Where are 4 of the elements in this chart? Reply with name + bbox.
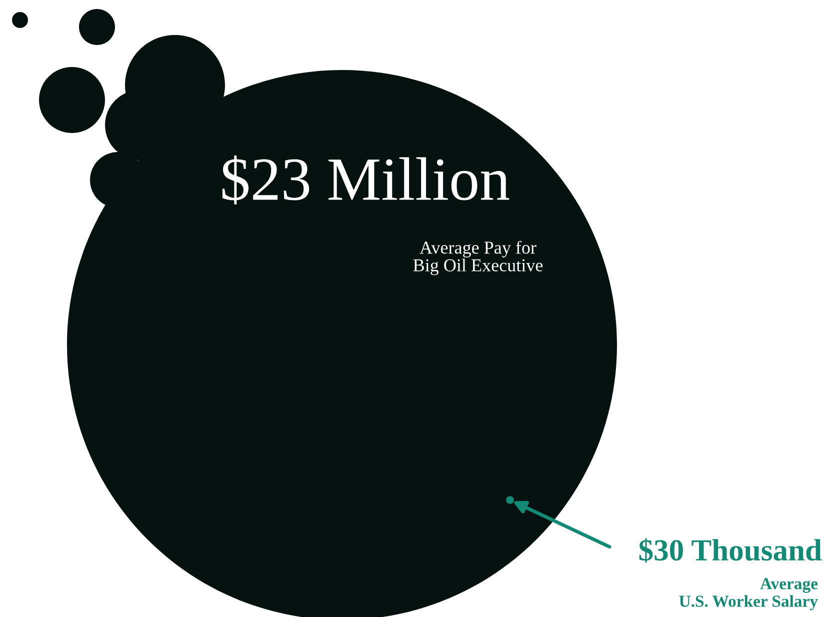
data-label: $30 Thousand xyxy=(639,538,822,563)
category-label: Average U.S. Worker Salary xyxy=(679,578,818,610)
data-label: $23 Million xyxy=(222,155,510,204)
category-label: Average Pay for Big Oil Executive xyxy=(413,240,543,276)
